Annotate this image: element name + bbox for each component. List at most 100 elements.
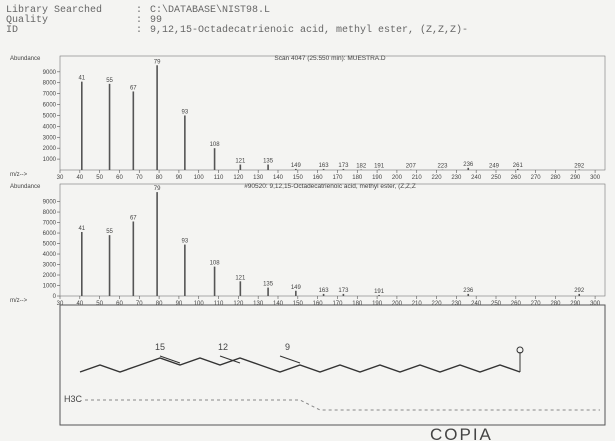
x-axis-label: m/z--> (10, 298, 28, 304)
peak (239, 164, 242, 170)
peak-label: 173 (338, 288, 349, 294)
value: 99 (150, 15, 163, 26)
x-tick-label: 100 (194, 175, 205, 181)
x-tick-label: 250 (491, 301, 502, 307)
peak-label: 121 (235, 159, 246, 165)
x-tick-label: 230 (451, 301, 462, 307)
x-tick-label: 280 (550, 175, 561, 181)
y-tick-label: 9000 (43, 200, 57, 206)
oxygen (516, 346, 524, 354)
x-tick-label: 160 (313, 301, 324, 307)
x-tick-label: 140 (273, 175, 284, 181)
peak-label: 41 (78, 76, 85, 82)
y-tick-label: 5000 (43, 242, 57, 248)
peak-label: 207 (406, 164, 417, 170)
y-tick-label: 3000 (43, 135, 57, 141)
x-tick-label: 240 (471, 175, 482, 181)
double-bond (279, 355, 301, 364)
x-tick-label: 60 (116, 175, 123, 181)
peak-label: 41 (78, 226, 85, 232)
peak-label: 55 (106, 229, 113, 235)
y-tick-label: 2000 (43, 273, 57, 279)
x-tick-label: 200 (392, 301, 403, 307)
x-tick-label: 110 (214, 175, 224, 181)
y-tick-label: 1000 (43, 157, 57, 163)
peak-label: 182 (356, 163, 367, 169)
header: Library Searched: C:\DATABASE\NIST98.L Qu… (6, 6, 590, 36)
x-tick-label: 200 (392, 175, 403, 181)
peak-label: 292 (574, 288, 585, 294)
x-tick-label: 150 (293, 175, 304, 181)
peak-label: 223 (437, 164, 448, 170)
y-tick-label: 0 (53, 294, 57, 300)
peak-label: 93 (182, 109, 189, 115)
x-tick-label: 100 (194, 301, 205, 307)
peak-label: 163 (319, 288, 330, 294)
x-tick-label: 300 (590, 301, 601, 307)
chart-title: Scan 4047 (25.550 min): MUESTRA.D (274, 55, 386, 62)
peak-label: 135 (263, 282, 274, 288)
x-axis-label: m/z--> (10, 172, 28, 178)
x-tick-label: 260 (511, 301, 522, 307)
peak (360, 169, 363, 170)
peak (81, 231, 83, 296)
x-tick-label: 70 (136, 301, 143, 307)
x-tick-label: 290 (570, 175, 581, 181)
x-tick-label: 180 (352, 175, 363, 181)
peak (267, 164, 269, 170)
x-tick-label: 150 (293, 301, 304, 307)
peak-label: 236 (463, 162, 474, 168)
x-tick-label: 260 (511, 175, 522, 181)
x-tick-label: 90 (176, 301, 183, 307)
sep: : (136, 25, 143, 36)
peak (322, 293, 325, 296)
y-tick-label: 8000 (43, 81, 57, 87)
x-tick-label: 170 (332, 301, 343, 307)
peak (295, 168, 297, 170)
label: Library Searched (6, 5, 103, 16)
peak (81, 81, 83, 170)
y-tick-label: 5000 (43, 113, 57, 119)
peak-label: 191 (374, 163, 385, 169)
y-tick-label: 3000 (43, 263, 57, 269)
x-tick-label: 30 (57, 301, 64, 307)
sep: : (136, 5, 143, 16)
x-tick-label: 190 (372, 301, 383, 307)
peak (322, 168, 325, 170)
peak-label: 261 (513, 163, 524, 169)
y-tick-label: 8000 (43, 210, 57, 216)
peak (378, 169, 380, 170)
x-tick-label: 230 (451, 175, 462, 181)
y-tick-label: 4000 (43, 124, 57, 130)
peak-label: 108 (210, 142, 221, 148)
header-row: ID:9,12,15-Octadecatrienoic acid, methyl… (6, 26, 590, 36)
x-tick-label: 40 (76, 301, 83, 307)
peak-label: 163 (319, 163, 330, 169)
peak (132, 221, 135, 296)
peak (213, 148, 216, 170)
position-label: 12 (218, 342, 228, 352)
x-tick-label: 160 (313, 175, 324, 181)
x-tick-label: 140 (273, 301, 284, 307)
peak (467, 167, 470, 170)
peak (295, 290, 297, 296)
double-bond (159, 355, 181, 364)
x-tick-label: 130 (253, 175, 264, 181)
x-tick-label: 50 (96, 175, 103, 181)
y-tick-label: 9000 (43, 70, 57, 76)
peak (108, 235, 111, 296)
y-tick-label: 7000 (43, 92, 57, 98)
header-row: Library Searched: C:\DATABASE\NIST98.L (6, 6, 590, 16)
y-tick-label: 6000 (43, 103, 57, 109)
x-tick-label: 290 (570, 301, 581, 307)
peak (578, 293, 581, 296)
x-tick-label: 80 (156, 301, 163, 307)
x-tick-label: 240 (471, 301, 482, 307)
x-tick-label: 190 (372, 175, 383, 181)
label: ID (6, 25, 19, 36)
x-tick-label: 170 (332, 175, 343, 181)
x-tick-label: 120 (233, 175, 244, 181)
x-tick-label: 250 (491, 175, 502, 181)
peak (342, 293, 345, 296)
